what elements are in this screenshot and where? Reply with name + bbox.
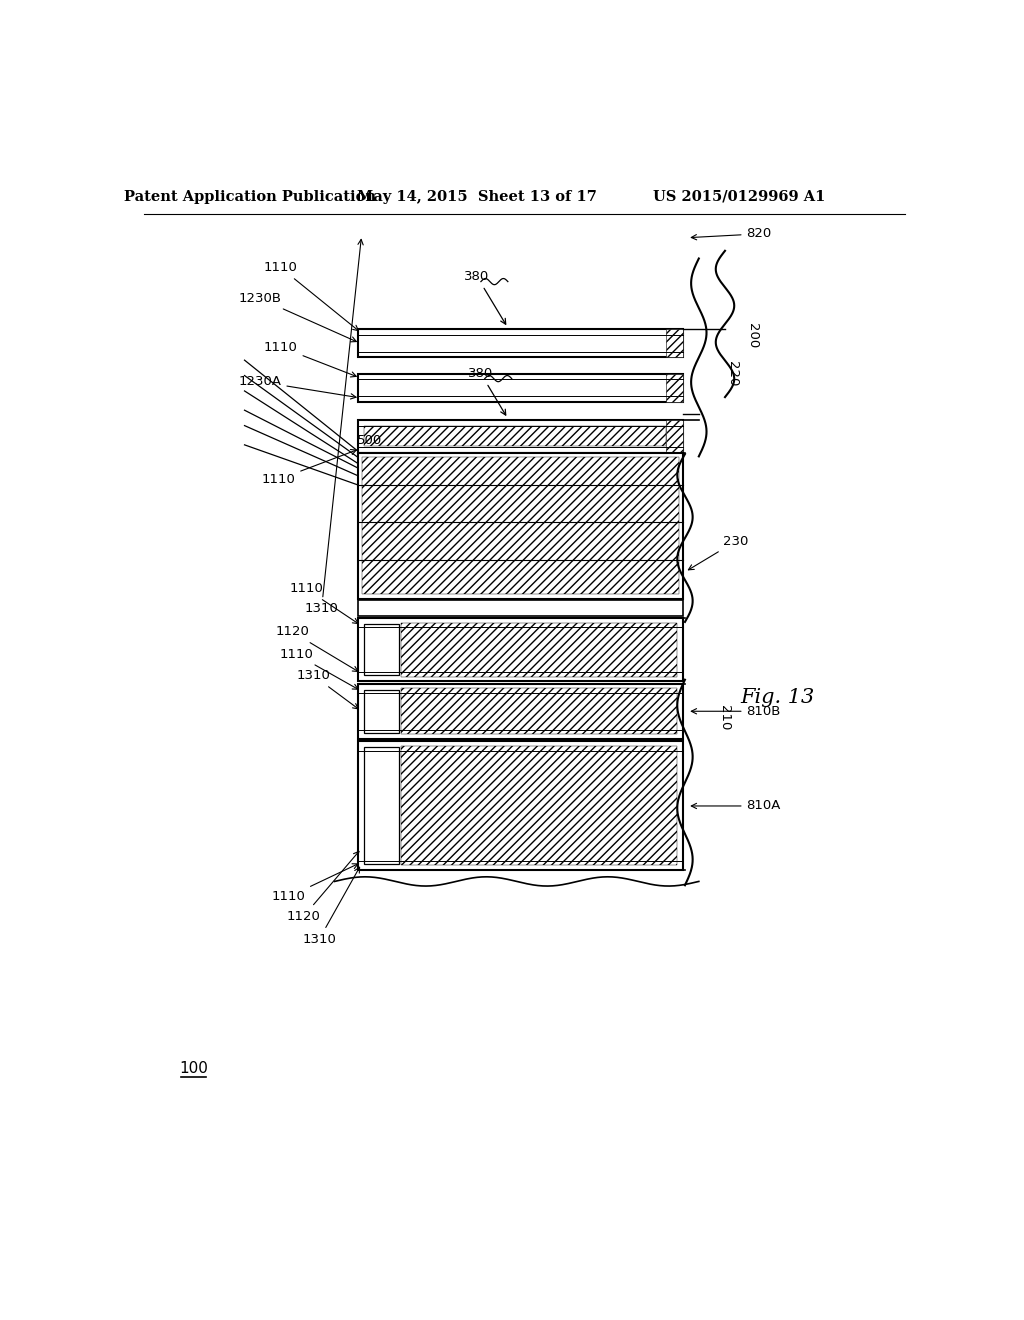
Text: 100: 100	[179, 1061, 208, 1076]
Bar	[667, 330, 683, 358]
Text: 1120: 1120	[275, 626, 358, 672]
Bar	[357, 374, 683, 401]
Bar	[357, 601, 683, 615]
Bar	[357, 684, 683, 739]
Text: 1110: 1110	[261, 450, 356, 486]
Text: 1110: 1110	[264, 341, 356, 378]
Bar	[364, 426, 667, 446]
Bar	[667, 420, 683, 453]
Text: Fig. 13: Fig. 13	[740, 688, 814, 708]
Text: 1230A: 1230A	[239, 375, 356, 399]
Bar	[364, 747, 398, 863]
Bar	[357, 618, 683, 681]
Bar	[364, 689, 398, 733]
Text: 1310: 1310	[302, 867, 359, 945]
Text: 1110: 1110	[264, 261, 358, 330]
Text: 1110: 1110	[280, 648, 358, 689]
Bar	[362, 457, 679, 594]
Text: 1310: 1310	[304, 239, 364, 615]
Bar	[364, 624, 398, 675]
Text: 1310: 1310	[297, 669, 358, 709]
Bar	[357, 453, 683, 599]
Text: 1230B: 1230B	[239, 292, 356, 342]
Bar	[400, 688, 677, 734]
Text: 820: 820	[691, 227, 772, 240]
Text: May 14, 2015  Sheet 13 of 17: May 14, 2015 Sheet 13 of 17	[357, 190, 597, 203]
Text: 1110: 1110	[271, 863, 358, 903]
Text: 380: 380	[468, 367, 506, 414]
Text: 500: 500	[356, 434, 382, 447]
Text: 810A: 810A	[691, 800, 781, 813]
Text: US 2015/0129969 A1: US 2015/0129969 A1	[652, 190, 825, 203]
Text: 200: 200	[746, 323, 759, 348]
Text: 1110: 1110	[289, 582, 358, 623]
Bar	[357, 420, 683, 453]
Text: 1120: 1120	[287, 851, 359, 923]
Text: Patent Application Publication: Patent Application Publication	[124, 190, 376, 203]
Bar	[667, 374, 683, 401]
Text: 230: 230	[688, 535, 749, 570]
Text: 220: 220	[726, 362, 739, 387]
Text: 210: 210	[719, 705, 731, 730]
Text: 380: 380	[465, 271, 506, 325]
Bar	[400, 623, 677, 677]
Bar	[357, 330, 683, 358]
Bar	[400, 746, 677, 866]
Text: 810B: 810B	[691, 705, 781, 718]
Bar	[357, 742, 683, 870]
